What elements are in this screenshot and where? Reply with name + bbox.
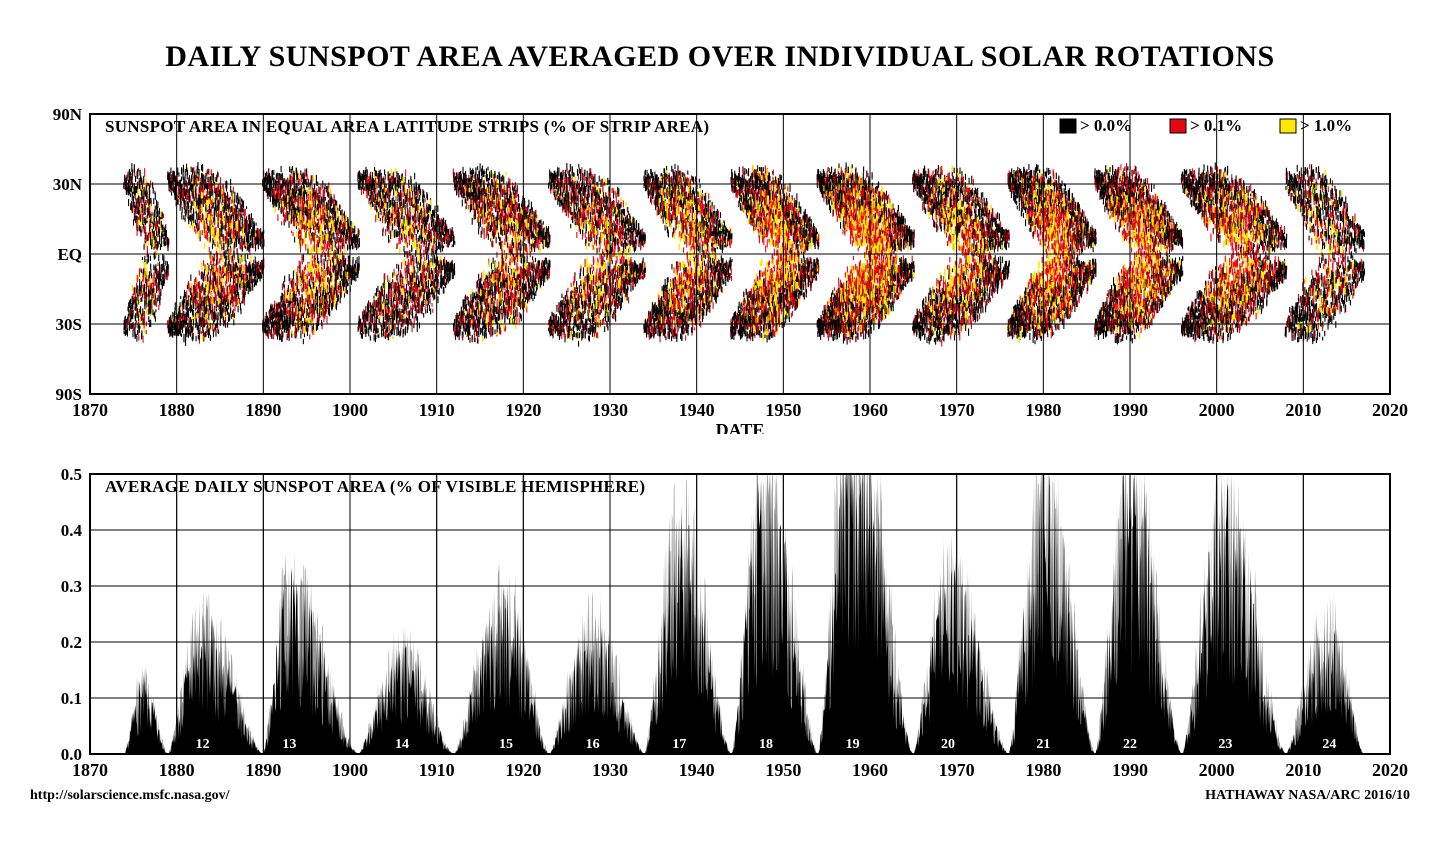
footer-url: http://solarscience.msfc.nasa.gov/ [30, 788, 229, 804]
footer: http://solarscience.msfc.nasa.gov/ HATHA… [30, 788, 1410, 804]
area-chart: 1870188018901900191019201930194019501960… [30, 464, 1410, 784]
footer-credit: HATHAWAY NASA/ARC 2016/10 [1205, 788, 1410, 804]
main-title: DAILY SUNSPOT AREA AVERAGED OVER INDIVID… [30, 40, 1410, 74]
butterfly-chart: 1870188018901900191019201930194019501960… [30, 104, 1410, 434]
